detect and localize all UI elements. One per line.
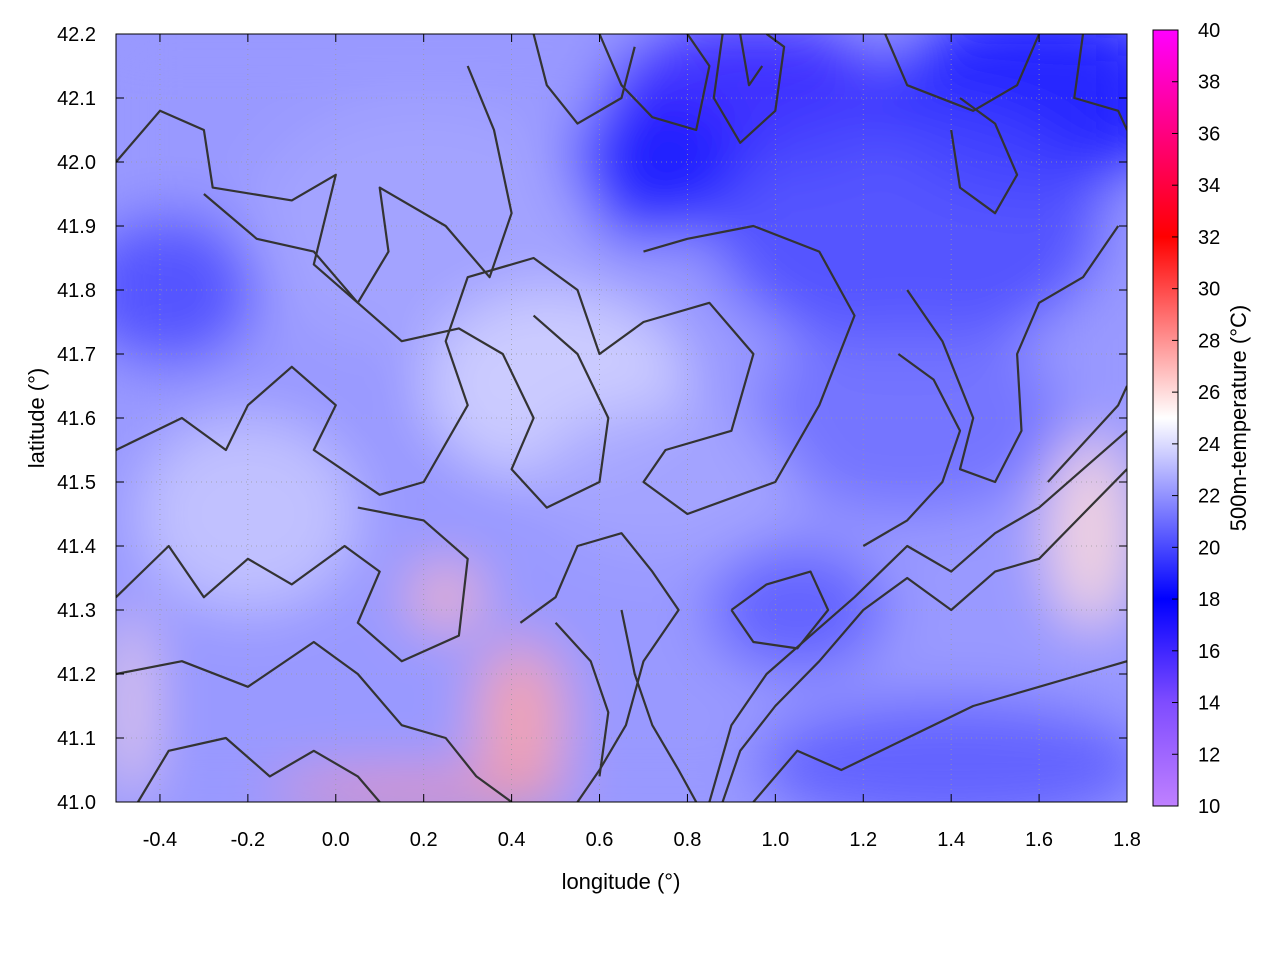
x-tick-label: 0.6 — [586, 829, 614, 851]
colorbar-tick-label: 32 — [1198, 227, 1220, 249]
contour-line — [712, 34, 786, 144]
field-blob — [555, 110, 749, 239]
y-tick-label: 41.4 — [57, 536, 96, 558]
y-axis-ticks: 41.0 41.1 41.2 41.3 41.4 41.5 41.6 41.7 41.8 41.9… — [57, 24, 1127, 814]
field-blob — [116, 213, 257, 367]
field-blob — [116, 610, 147, 802]
x-tick-label: 1.4 — [937, 829, 965, 851]
field-blob — [533, 405, 798, 559]
contour-line — [730, 570, 830, 650]
colorbar-ticks: 10 12 14 16 18 20 22 24 26 28 30 32 34 36 38 40 — [1172, 20, 1220, 818]
colorbar-label: 500m-temperature (°C) — [1226, 305, 1251, 531]
contour-line — [620, 609, 698, 802]
plot-area — [115, 33, 1128, 803]
y-tick-label: 42.1 — [57, 88, 96, 110]
x-tick-label: 0.0 — [322, 829, 350, 851]
field-blob — [709, 98, 1106, 354]
contour-line — [598, 34, 711, 132]
colorbar-tick-label: 12 — [1198, 744, 1220, 766]
contour-line — [752, 660, 1127, 802]
colorbar-tick-label: 24 — [1198, 434, 1220, 456]
y-tick-label: 41.6 — [57, 408, 96, 430]
x-tick-label: 0.2 — [410, 829, 438, 851]
contour-line — [554, 622, 610, 777]
y-tick-label: 41.3 — [57, 600, 96, 622]
field-blob — [476, 642, 565, 796]
contour-line — [116, 640, 513, 802]
y-axis-label: latitude (°) — [24, 368, 49, 469]
y-tick-label: 41.8 — [57, 280, 96, 302]
x-tick-label: 0.4 — [498, 829, 526, 851]
colorbar-tick-label: 40 — [1198, 20, 1220, 42]
x-tick-label: 1.0 — [761, 829, 789, 851]
x-tick-label: -0.2 — [231, 829, 265, 851]
contour-line — [721, 468, 1127, 802]
colorbar-tick-label: 26 — [1198, 382, 1220, 404]
contour-line — [906, 225, 1120, 484]
colorbar-tick-label: 22 — [1198, 486, 1220, 508]
y-tick-label: 41.2 — [57, 664, 96, 686]
colorbar: 10 12 14 16 18 20 22 24 26 28 30 32 34 36 38 40 500m-te… — [1152, 20, 1251, 818]
colorbar-tick-label: 20 — [1198, 537, 1220, 559]
contour-line — [137, 736, 381, 802]
x-tick-label: -0.4 — [143, 829, 177, 851]
y-tick-label: 42.2 — [57, 24, 96, 46]
field-blob — [753, 699, 1127, 802]
contour-line — [862, 353, 962, 547]
contour-line — [1047, 385, 1127, 483]
y-tick-label: 41.1 — [57, 728, 96, 750]
contour-line — [203, 193, 610, 509]
contour-line — [1073, 34, 1127, 131]
colorbar-tick-label: 18 — [1198, 589, 1220, 611]
contour-line — [532, 34, 636, 125]
field-blob — [753, 322, 1062, 514]
field-blob — [709, 546, 886, 674]
field-blob — [269, 776, 578, 802]
field-blob — [1047, 437, 1127, 630]
colorbar-tick-label: 36 — [1198, 123, 1220, 145]
colorbar-tick-label: 34 — [1198, 175, 1220, 197]
contour-line — [116, 224, 856, 516]
x-axis-label: longitude (°) — [562, 869, 681, 894]
colorbar-tick-label: 16 — [1198, 641, 1220, 663]
colorbar-gradient — [1152, 29, 1179, 807]
contour-line — [519, 532, 680, 802]
x-tick-label: 0.8 — [674, 829, 702, 851]
contour-line — [884, 34, 1041, 112]
y-tick-label: 41.0 — [57, 792, 96, 814]
contour-line — [116, 506, 469, 663]
y-tick-label: 41.7 — [57, 344, 96, 366]
field-blob — [410, 565, 481, 630]
x-tick-label: 1.8 — [1113, 829, 1141, 851]
x-tick-label: 1.2 — [849, 829, 877, 851]
colorbar-tick-label: 38 — [1198, 72, 1220, 94]
contour-line — [708, 429, 1127, 802]
contour-line — [739, 34, 764, 87]
contour-lines — [116, 34, 1127, 802]
contour-line — [950, 97, 1019, 215]
y-tick-label: 41.5 — [57, 472, 96, 494]
y-tick-label: 41.9 — [57, 216, 96, 238]
x-tick-label: 1.6 — [1025, 829, 1053, 851]
colorbar-tick-label: 30 — [1198, 279, 1220, 301]
colorbar-tick-label: 28 — [1198, 330, 1220, 352]
colorbar-tick-label: 14 — [1198, 693, 1220, 715]
x-axis-ticks: -0.4 -0.2 0.0 0.2 0.4 0.6 0.8 1.0 1.2 1.4 1.6 1.8 — [143, 34, 1141, 851]
y-tick-label: 42.0 — [57, 152, 96, 174]
colorbar-tick-label: 10 — [1198, 796, 1220, 818]
